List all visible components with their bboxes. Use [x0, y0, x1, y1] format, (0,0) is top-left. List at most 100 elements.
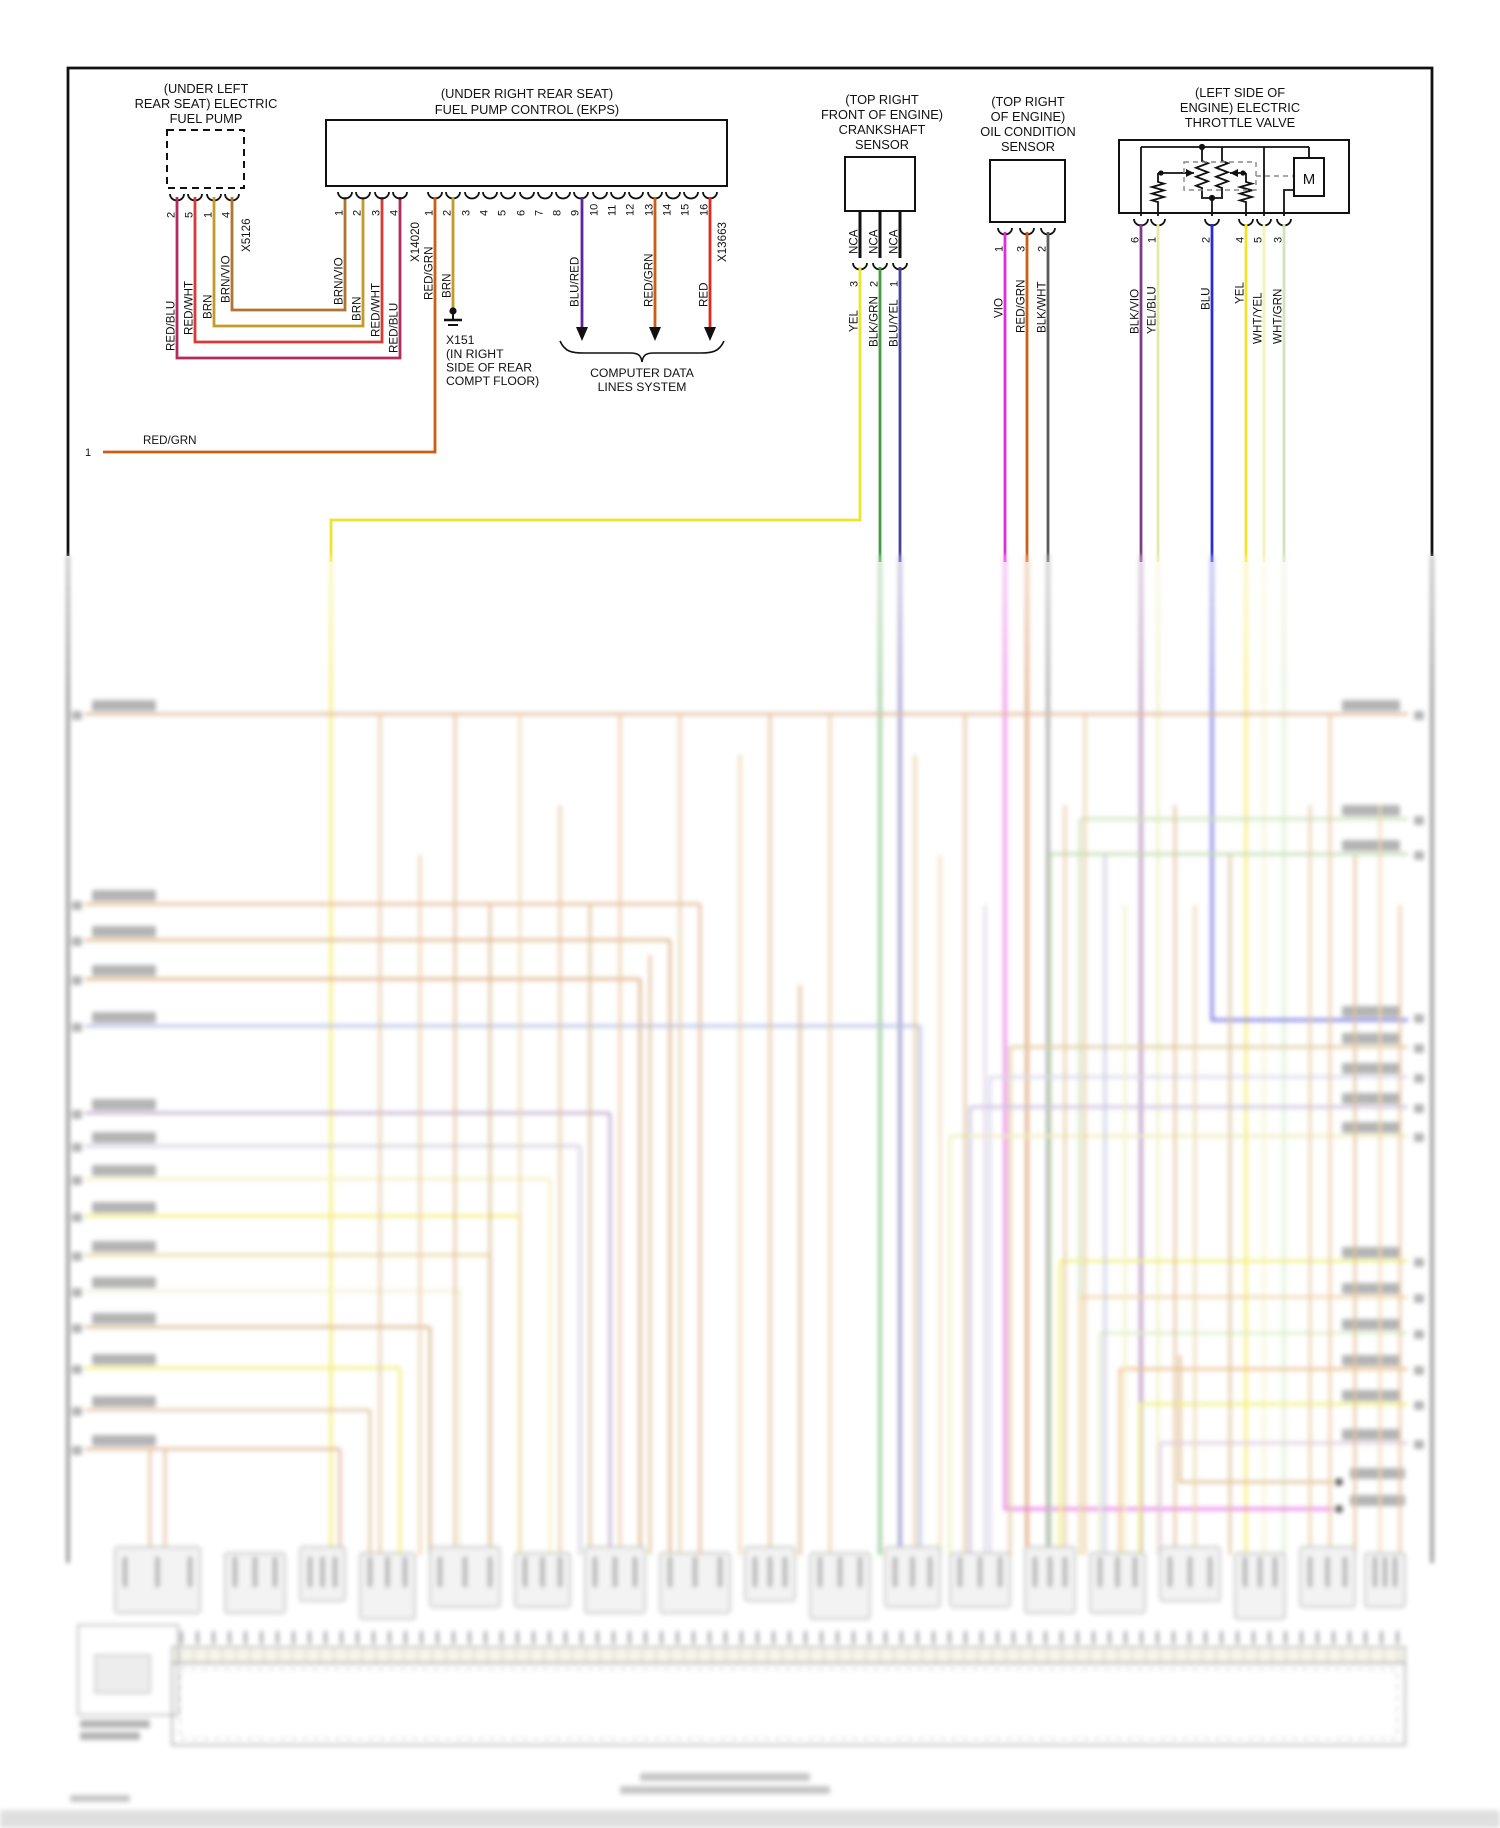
pin-tick	[196, 1631, 199, 1644]
illegible-label-blob	[80, 1732, 140, 1740]
pin-tick	[1380, 1631, 1383, 1644]
pin-tick	[1028, 1631, 1031, 1644]
blurred-connector-pin	[1033, 1557, 1037, 1587]
component-title: CRANKSHAFT	[839, 122, 926, 137]
pin-number: 5	[497, 210, 509, 216]
pin-tick	[436, 1631, 439, 1644]
pin-tick	[788, 1631, 791, 1644]
blurred-connector-pin	[910, 1557, 915, 1587]
component-title: REAR SEAT) ELECTRIC	[135, 96, 278, 111]
blurred-connector-pin	[308, 1557, 312, 1587]
pin-number: 5	[184, 212, 196, 218]
pin-number: 4	[389, 210, 401, 216]
wire-redblu	[175, 197, 402, 360]
pin-tick	[324, 1631, 327, 1644]
pin-tick	[852, 1631, 855, 1644]
pin-number: 1	[1147, 237, 1159, 243]
pin-contact	[519, 191, 535, 200]
blurred-connector-pin	[693, 1557, 697, 1587]
wire-color-label: NCA	[868, 229, 881, 254]
illegible-label-blob	[92, 1165, 156, 1176]
pin-tick	[1076, 1631, 1079, 1644]
pin-tick	[1060, 1631, 1063, 1644]
illegible-label-blob	[1414, 1330, 1424, 1339]
pin-contact	[683, 191, 699, 200]
illegible-label-blob	[92, 1012, 156, 1023]
pin-number: 2	[166, 212, 178, 218]
system-label: LINES SYSTEM	[598, 380, 687, 394]
pin-number: 3	[461, 210, 473, 216]
pin-contact	[355, 191, 371, 200]
blurred-connector-pin	[1048, 1557, 1052, 1587]
wire-color-label: BRN	[441, 274, 454, 298]
pin-tick	[516, 1631, 519, 1644]
pin-number: 15	[680, 204, 692, 216]
pin-number: 5	[1253, 237, 1265, 243]
pin-tick	[884, 1631, 887, 1644]
wire-color-label: YEL	[1234, 282, 1247, 304]
pin-contact	[500, 191, 516, 200]
pin-tick	[180, 1631, 183, 1644]
pin-tick	[724, 1631, 727, 1644]
blurred-connector-pin	[1188, 1557, 1192, 1587]
ecu-module-box	[171, 1662, 1406, 1746]
component-title: (UNDER LEFT	[164, 81, 249, 96]
pin-tick	[740, 1631, 743, 1644]
wire-color-label: YEL/BLU	[1146, 286, 1159, 334]
blurred-connector-pin	[978, 1557, 982, 1587]
illegible-label-blob	[1414, 816, 1424, 825]
wire-redwht	[193, 197, 384, 344]
illegible-label-blob	[1414, 1014, 1424, 1023]
blurred-connector-pin	[523, 1557, 527, 1587]
throttle-valve-box	[1118, 139, 1350, 214]
blurred-wire	[1210, 555, 1408, 1022]
component-title: SENSOR	[855, 137, 909, 152]
wire-color-label: BLK/GRN	[868, 296, 881, 347]
wire-color-label: BRN/VIO	[220, 255, 233, 303]
wire-color-label: BLU/RED	[569, 257, 582, 307]
pin-tick	[676, 1631, 679, 1644]
pin-tick	[1396, 1631, 1399, 1644]
ecu-inner-dashed-box	[179, 1668, 1398, 1740]
blurred-connector-pin	[998, 1557, 1002, 1587]
pin-tick	[932, 1631, 935, 1644]
blurred-connector-pin	[893, 1557, 897, 1587]
wire-color-label: YEL	[848, 310, 861, 332]
blurred-connector-pin	[403, 1557, 407, 1587]
resistor	[1236, 178, 1256, 206]
pin-tick	[836, 1631, 839, 1644]
blurred-connector-pin	[1133, 1557, 1137, 1587]
illegible-label-blob	[1342, 1247, 1400, 1258]
illegible-label-blob	[1342, 1429, 1400, 1440]
illegible-label-blob	[1342, 1033, 1400, 1044]
illegible-label-blob	[1414, 1294, 1424, 1303]
pin-number: 4	[221, 212, 233, 218]
pin-number: 12	[625, 204, 637, 216]
pin-tick	[356, 1631, 359, 1644]
pin-tick	[1252, 1631, 1255, 1644]
pin-contact	[555, 191, 571, 200]
component-title: THROTTLE VALVE	[1185, 115, 1295, 130]
pin-tick	[388, 1631, 391, 1644]
illegible-label-blob	[1342, 1006, 1400, 1017]
illegible-label-blob	[1350, 1495, 1405, 1506]
pin-tick	[1236, 1631, 1239, 1644]
illegible-label-blob	[92, 1202, 156, 1213]
blurred-connector-pin	[768, 1557, 772, 1587]
illegible-label-blob	[92, 1313, 156, 1324]
pin-tick	[1220, 1631, 1223, 1644]
pin-contact	[482, 191, 498, 200]
component-title: FUEL PUMP	[170, 111, 243, 126]
blurred-wire	[1178, 1355, 1333, 1484]
pin-number: 2	[1037, 246, 1049, 252]
blurred-connector-pin	[668, 1557, 672, 1587]
pin-tick	[644, 1631, 647, 1644]
blurred-connector-pin	[1393, 1557, 1397, 1587]
pin-number: 3	[1273, 237, 1285, 243]
illegible-label-blob	[1414, 1366, 1424, 1375]
wire-color-label: BRN/VIO	[333, 257, 346, 305]
blurred-connector-pin	[958, 1557, 962, 1587]
wire-color-label: VIO	[993, 298, 1006, 318]
pin-number: 13	[644, 204, 656, 216]
pin-tick	[1268, 1631, 1271, 1644]
